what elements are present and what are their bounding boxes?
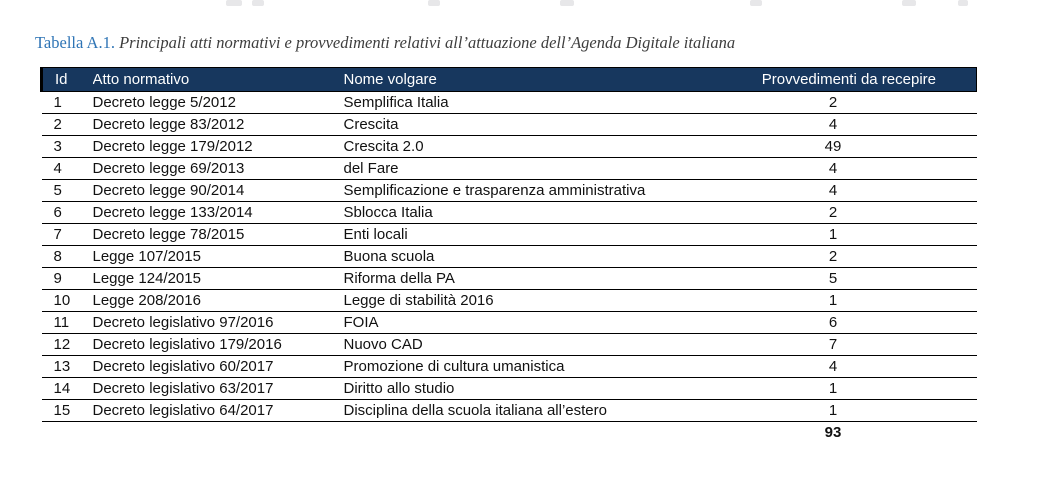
cell-atto-normativo: Decreto legge 5/2012 [92, 91, 344, 114]
cropped-text-artifact [428, 0, 440, 6]
cell-provvedimenti: 4 [701, 157, 977, 180]
cell-atto-normativo: Decreto legge 179/2012 [92, 135, 344, 158]
cell-atto-normativo: Decreto legge 133/2014 [92, 201, 344, 224]
cell-nome-volgare: Semplifica Italia [343, 91, 702, 114]
table-row: 1 Decreto legge 5/2012 Semplifica Italia… [41, 91, 977, 114]
cell-id: 15 [41, 399, 93, 422]
cropped-text-artifact [958, 0, 968, 6]
table-caption-label: Tabella A.1. [35, 33, 115, 52]
cell-atto-normativo: Decreto legge 83/2012 [92, 113, 344, 136]
cell-nome-volgare: FOIA [343, 311, 702, 334]
cell-provvedimenti: 4 [701, 179, 977, 202]
table-row: 3 Decreto legge 179/2012 Crescita 2.0 49 [41, 135, 977, 158]
cell-nome-volgare: Enti locali [343, 223, 702, 246]
cell-provvedimenti: 1 [701, 399, 977, 422]
table-row: 6 Decreto legge 133/2014 Sblocca Italia … [41, 201, 977, 224]
table-header-row: Id Atto normativo Nome volgare Provvedim… [40, 67, 977, 92]
cell-nome-volgare: Nuovo CAD [343, 333, 702, 356]
total-value: 93 [824, 424, 842, 441]
cell-id: 4 [41, 157, 93, 180]
cell-id: 12 [41, 333, 93, 356]
cell-provvedimenti: 5 [701, 267, 977, 290]
table-row: 11 Decreto legislativo 97/2016 FOIA 6 [41, 311, 977, 334]
table-row: 4 Decreto legge 69/2013 del Fare 4 [41, 157, 977, 180]
cell-id: 13 [41, 355, 93, 378]
cell-nome-volgare: Crescita [343, 113, 702, 136]
cell-nome-volgare: Riforma della PA [343, 267, 702, 290]
cell-atto-normativo: Decreto legislativo 60/2017 [92, 355, 344, 378]
cell-id: 9 [41, 267, 93, 290]
column-header-id: Id [40, 67, 93, 92]
cell-nome-volgare: Sblocca Italia [343, 201, 702, 224]
table-row: 15 Decreto legislativo 64/2017 Disciplin… [41, 399, 977, 422]
cell-atto-normativo: Decreto legislativo 64/2017 [92, 399, 344, 422]
cell-atto-normativo: Decreto legge 90/2014 [92, 179, 344, 202]
total-spacer-cell [42, 422, 93, 444]
table-row: 14 Decreto legislativo 63/2017 Diritto a… [41, 377, 977, 400]
table-row: 10 Legge 208/2016 Legge di stabilità 201… [41, 289, 977, 312]
table-row: 13 Decreto legislativo 60/2017 Promozion… [41, 355, 977, 378]
cropped-text-artifact [252, 0, 264, 6]
cell-nome-volgare: Diritto allo studio [343, 377, 702, 400]
table-row: 5 Decreto legge 90/2014 Semplificazione … [41, 179, 977, 202]
cell-id: 14 [41, 377, 93, 400]
cell-nome-volgare: Crescita 2.0 [343, 135, 702, 158]
cell-provvedimenti: 4 [701, 355, 977, 378]
table-row: 9 Legge 124/2015 Riforma della PA 5 [41, 267, 977, 290]
table-row: 12 Decreto legislativo 179/2016 Nuovo CA… [41, 333, 977, 356]
table-caption: Tabella A.1. Principali atti normativi e… [35, 33, 735, 53]
cell-id: 1 [41, 91, 93, 114]
cell-id: 7 [41, 223, 93, 246]
table-row: 8 Legge 107/2015 Buona scuola 2 [41, 245, 977, 268]
cell-provvedimenti: 49 [701, 135, 977, 158]
cell-id: 11 [41, 311, 93, 334]
cell-provvedimenti: 7 [701, 333, 977, 356]
cell-id: 2 [41, 113, 93, 136]
table-body: 1 Decreto legge 5/2012 Semplifica Italia… [41, 91, 977, 444]
cell-id: 3 [41, 135, 93, 158]
cell-nome-volgare: Semplificazione e trasparenza amministra… [343, 179, 702, 202]
cropped-text-artifact [226, 0, 242, 6]
cell-nome-volgare: del Fare [343, 157, 702, 180]
cell-id: 5 [41, 179, 93, 202]
cell-provvedimenti: 1 [701, 223, 977, 246]
cell-provvedimenti: 2 [701, 91, 977, 114]
normative-acts-table: Id Atto normativo Nome volgare Provvedim… [40, 67, 977, 443]
cell-provvedimenti: 2 [701, 245, 977, 268]
table-caption-text: Principali atti normativi e provvediment… [114, 33, 736, 52]
cell-atto-normativo: Decreto legge 69/2013 [92, 157, 344, 180]
cell-atto-normativo: Decreto legge 78/2015 [92, 223, 344, 246]
column-header-provvedimenti: Provvedimenti da recepire [701, 67, 977, 92]
table-total-row: 93 [42, 422, 977, 444]
cell-nome-volgare: Buona scuola [343, 245, 702, 268]
cell-provvedimenti: 1 [701, 377, 977, 400]
cell-atto-normativo: Legge 124/2015 [92, 267, 344, 290]
table-row: 7 Decreto legge 78/2015 Enti locali 1 [41, 223, 977, 246]
cell-provvedimenti: 6 [701, 311, 977, 334]
cell-atto-normativo: Decreto legislativo 179/2016 [92, 333, 344, 356]
cell-provvedimenti: 4 [701, 113, 977, 136]
cell-atto-normativo: Decreto legislativo 97/2016 [92, 311, 344, 334]
cropped-text-artifact [560, 0, 574, 6]
cell-nome-volgare: Disciplina della scuola italiana all’est… [343, 399, 702, 422]
cell-id: 10 [41, 289, 93, 312]
total-spacer-cell [93, 422, 344, 444]
column-header-atto-normativo: Atto normativo [92, 67, 344, 92]
cell-nome-volgare: Promozione di cultura umanistica [343, 355, 702, 378]
cell-id: 6 [41, 201, 93, 224]
cell-atto-normativo: Legge 107/2015 [92, 245, 344, 268]
total-spacer-cell [344, 422, 702, 444]
cell-id: 8 [41, 245, 93, 268]
column-header-nome-volgare: Nome volgare [343, 67, 702, 92]
cell-provvedimenti: 2 [701, 201, 977, 224]
cropped-text-artifact [902, 0, 916, 6]
cell-atto-normativo: Decreto legislativo 63/2017 [92, 377, 344, 400]
cell-provvedimenti: 1 [701, 289, 977, 312]
cell-atto-normativo: Legge 208/2016 [92, 289, 344, 312]
table-row: 2 Decreto legge 83/2012 Crescita 4 [41, 113, 977, 136]
cropped-text-artifact [750, 0, 762, 6]
cell-nome-volgare: Legge di stabilità 2016 [343, 289, 702, 312]
